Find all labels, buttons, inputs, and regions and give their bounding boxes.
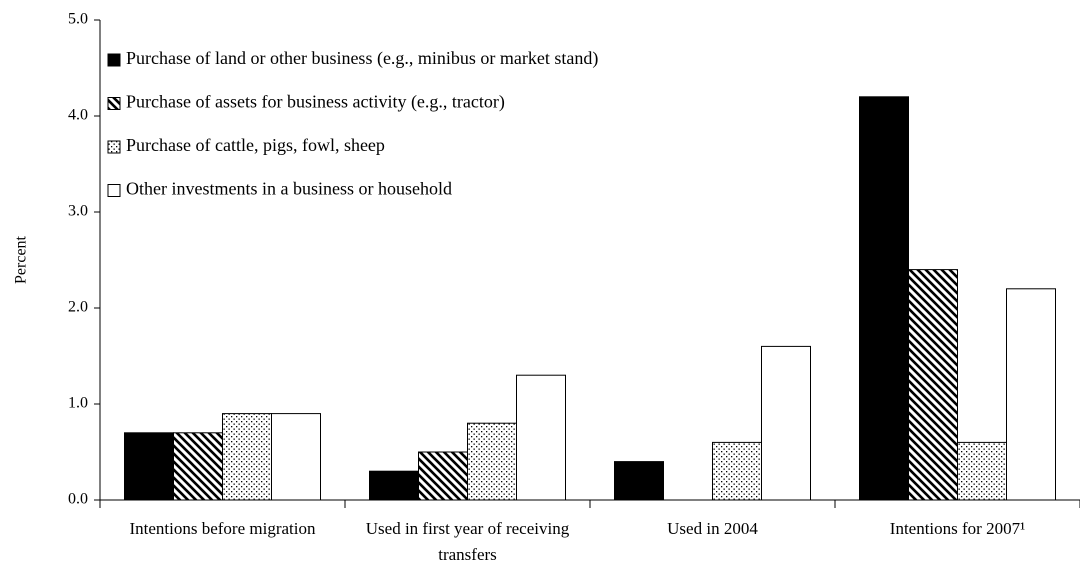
legend-label: Other investments in a business or house… (126, 179, 452, 199)
legend-swatch (107, 184, 121, 197)
bar (908, 269, 958, 501)
bar (418, 451, 468, 501)
bar (957, 441, 1007, 501)
y-tick-label: 4.0 (68, 107, 88, 124)
bar (859, 96, 909, 501)
bar (712, 441, 762, 501)
bar (369, 470, 419, 501)
legend-swatch (107, 53, 121, 67)
y-tick-label: 3.0 (68, 203, 88, 220)
y-tick-label: 0.0 (68, 491, 88, 508)
y-axis-label: Percent (13, 235, 30, 284)
y-tick-label: 2.0 (68, 299, 88, 316)
x-tick-label: Used in first year of receiving transfer… (365, 519, 570, 564)
bar (222, 413, 272, 501)
x-tick-label: Intentions for 2007¹ (889, 519, 1026, 538)
legend-swatch (107, 97, 121, 110)
legend-label: Purchase of assets for business activity… (126, 92, 505, 113)
bar (271, 413, 321, 501)
y-tick-label: 5.0 (68, 11, 88, 28)
bar (614, 461, 664, 501)
bar (467, 422, 517, 501)
bar (1006, 288, 1056, 501)
bar (173, 432, 223, 501)
legend-label: Purchase of land or other business (e.g.… (126, 48, 598, 69)
x-tick-label: Intentions before migration (129, 519, 316, 538)
y-tick-label: 1.0 (68, 395, 88, 412)
bar (516, 374, 566, 501)
bar (124, 432, 174, 501)
legend-swatch (107, 140, 121, 154)
legend-label: Purchase of cattle, pigs, fowl, sheep (126, 135, 385, 155)
x-tick-label: Used in 2004 (667, 519, 758, 538)
bar (761, 345, 811, 501)
